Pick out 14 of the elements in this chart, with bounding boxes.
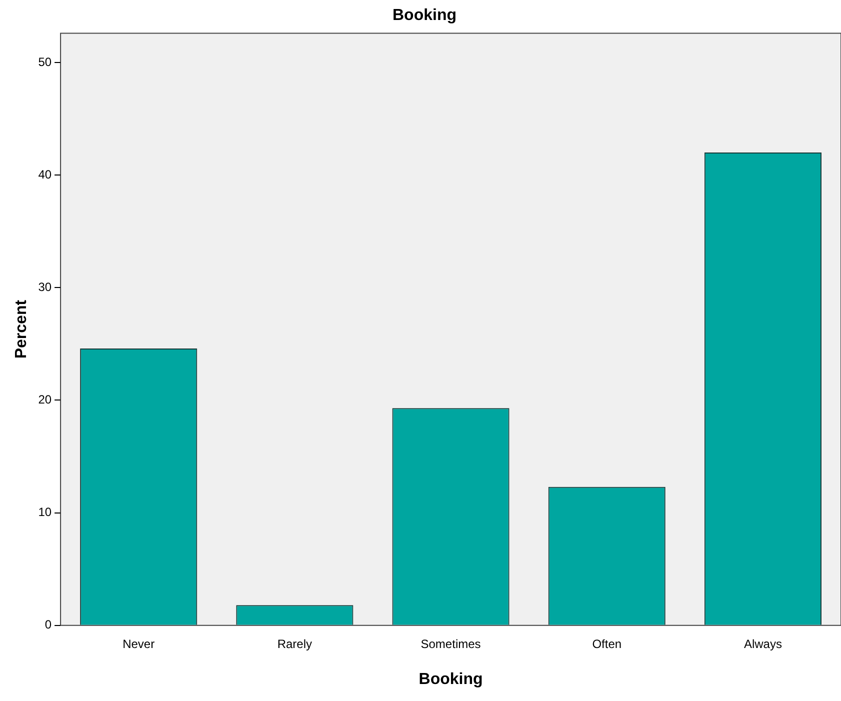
x-axis-title: Booking	[418, 670, 483, 688]
y-tick-label: 40	[38, 167, 52, 182]
y-tick-label: 30	[38, 280, 52, 294]
chart-title: Booking	[392, 7, 456, 24]
x-tick-label: Always	[744, 636, 782, 651]
x-tick-label: Often	[592, 636, 622, 651]
x-tick-label: Rarely	[277, 636, 312, 651]
y-tick-label: 0	[44, 618, 52, 632]
y-tick-label: 10	[38, 505, 52, 520]
y-axis-title: Percent	[13, 299, 30, 359]
y-tick-label: 20	[38, 392, 52, 407]
y-tick-label: 50	[38, 54, 52, 69]
x-tick-label: Never	[122, 636, 155, 651]
x-tick-label: Sometimes	[420, 636, 481, 651]
